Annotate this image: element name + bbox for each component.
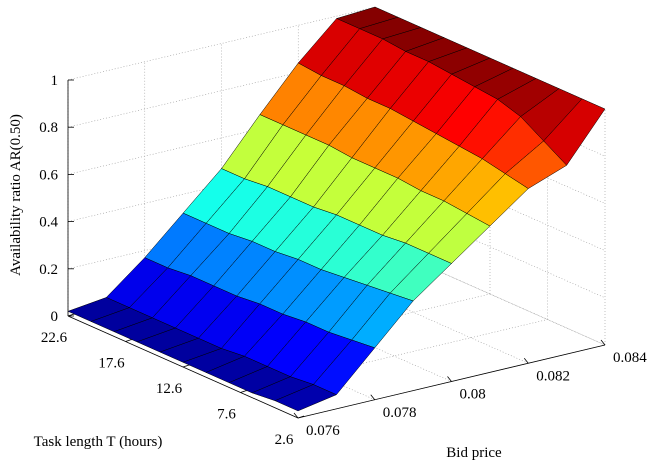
x-tick-label: 0.078 — [383, 405, 417, 421]
y-tick-label: 22.6 — [41, 330, 68, 346]
tick-mark — [182, 364, 190, 368]
y-tick-label: 2.6 — [275, 432, 294, 448]
tick-mark — [523, 358, 529, 364]
tick-mark — [297, 415, 305, 419]
z-tick-label: 0.8 — [39, 120, 58, 136]
y-axis-label: Task length T (hours) — [34, 434, 163, 450]
x-tick-label: 0.084 — [613, 350, 647, 366]
z-tick-label: 1 — [51, 73, 59, 89]
x-tick-label: 0.076 — [306, 423, 340, 439]
surface-patch — [274, 384, 337, 412]
tick-mark — [293, 412, 299, 419]
x-axis-label: Bid price — [446, 445, 502, 461]
z-tick-label: 0.2 — [39, 262, 58, 278]
tick-mark — [447, 376, 452, 382]
z-tick-label: 0 — [51, 309, 59, 325]
tick-mark — [125, 339, 132, 342]
z-tick-label: 0.4 — [39, 215, 58, 231]
tick-mark — [600, 339, 606, 346]
x-tick-label: 0.08 — [460, 387, 486, 403]
x-tick-label: 0.082 — [536, 368, 570, 384]
z-tick-label: 0.6 — [39, 167, 58, 183]
z-axis-label: Availability ratio AR(0.50) — [8, 114, 24, 276]
tick-mark — [240, 390, 247, 393]
y-tick-label: 12.6 — [156, 381, 183, 397]
y-tick-label: 7.6 — [217, 407, 236, 423]
y-tick-label: 17.6 — [98, 356, 125, 372]
tick-mark — [67, 313, 75, 317]
tick-mark — [370, 394, 376, 400]
